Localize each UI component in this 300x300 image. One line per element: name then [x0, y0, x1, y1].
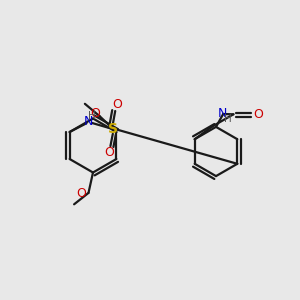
Text: N: N [218, 107, 227, 120]
Text: H: H [224, 114, 232, 124]
Text: N: N [83, 115, 93, 128]
Text: O: O [112, 98, 122, 111]
Text: O: O [76, 187, 86, 200]
Text: H: H [88, 111, 96, 122]
Text: O: O [90, 107, 100, 121]
Text: S: S [108, 122, 118, 136]
Text: O: O [254, 108, 263, 121]
Text: O: O [104, 146, 114, 160]
